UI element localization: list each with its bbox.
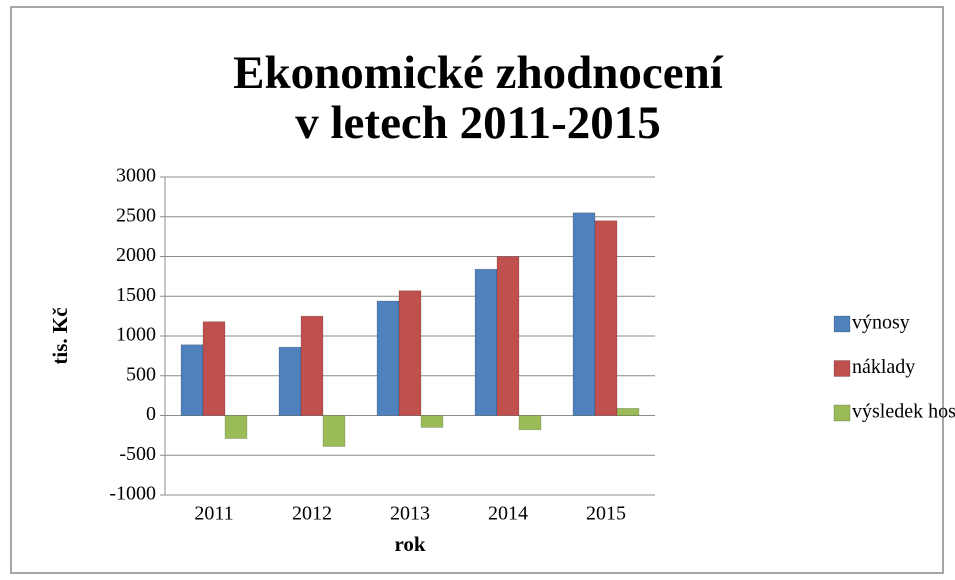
bar	[474, 268, 498, 416]
legend-label: náklady	[852, 356, 915, 378]
y-tick-label: 500	[126, 363, 156, 385]
x-tick-label: 2013	[390, 503, 430, 525]
y-tick-label: 2500	[116, 204, 156, 226]
y-tick-label: 1000	[116, 324, 156, 346]
bar	[322, 415, 346, 447]
y-axis-title: tis. Kč	[48, 307, 72, 364]
x-tick-label: 2015	[586, 503, 626, 525]
bar	[224, 415, 248, 439]
bar	[300, 315, 324, 416]
chart-title: v letech 2011-2015	[295, 97, 661, 149]
y-tick-label: 1500	[116, 284, 156, 306]
chart-title: Ekonomické zhodnocení	[233, 47, 724, 99]
bar	[616, 408, 640, 416]
legend-swatch	[833, 404, 851, 422]
bar	[376, 300, 400, 416]
legend-label: výsledek hospodaření	[852, 401, 955, 423]
bar	[572, 212, 596, 416]
bar	[496, 256, 520, 416]
x-tick-label: 2014	[488, 503, 528, 525]
x-tick-label: 2011	[194, 503, 233, 525]
bar	[180, 344, 204, 416]
bar	[518, 415, 542, 431]
legend-swatch	[833, 360, 851, 377]
y-tick-label: 0	[146, 403, 156, 425]
bar	[398, 290, 422, 416]
y-tick-label: 3000	[116, 165, 156, 187]
legend-swatch	[833, 315, 851, 333]
bar	[420, 415, 444, 428]
bar	[278, 346, 302, 416]
y-tick-label: -1000	[109, 483, 156, 505]
x-axis-title: rok	[394, 532, 425, 556]
legend-label: výnosy	[852, 312, 910, 334]
bar	[202, 321, 226, 416]
y-tick-label: -500	[119, 443, 156, 465]
bar	[594, 220, 618, 416]
y-tick-label: 2000	[116, 244, 156, 266]
x-tick-label: 2012	[292, 503, 332, 525]
